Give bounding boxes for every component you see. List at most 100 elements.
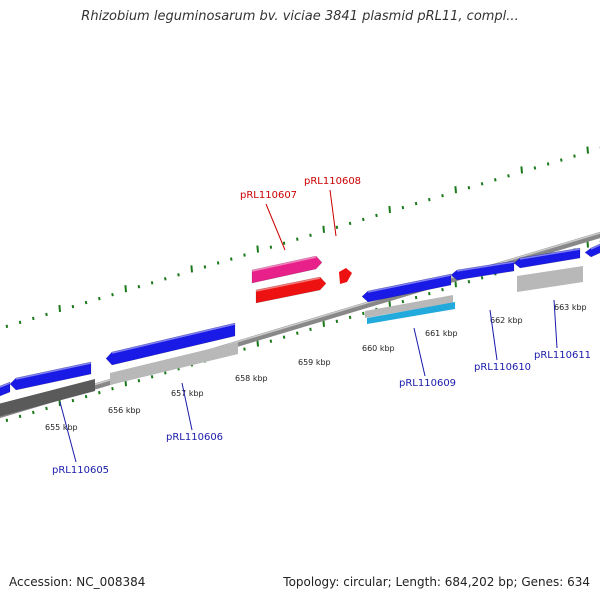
gene-label: pRL110610 bbox=[474, 362, 531, 373]
gene-arrow bbox=[9, 361, 92, 391]
outer-minor-tick bbox=[494, 178, 497, 182]
inner-minor-tick bbox=[71, 398, 75, 403]
gray-feature bbox=[110, 342, 238, 385]
outer-minor-tick bbox=[335, 225, 339, 230]
inner-minor-tick bbox=[150, 375, 154, 379]
gene-arrow bbox=[105, 322, 236, 366]
inner-minor-tick bbox=[32, 410, 35, 415]
outer-minor-tick bbox=[18, 320, 22, 325]
outer-minor-tick bbox=[150, 281, 154, 285]
outer-minor-tick bbox=[282, 241, 286, 245]
gene-arrow-shine bbox=[456, 261, 515, 272]
gene-label: pRL110611 bbox=[534, 350, 591, 361]
gene-arrow-red-small bbox=[339, 268, 352, 284]
gene-arrow-shine bbox=[0, 382, 11, 388]
accession-text: Accession: NC_008384 bbox=[9, 575, 146, 589]
outer-major-tick bbox=[586, 146, 589, 154]
outer-minor-tick bbox=[45, 312, 48, 317]
inner-minor-tick bbox=[309, 327, 312, 331]
outer-minor-tick bbox=[428, 197, 431, 202]
inner-minor-tick bbox=[401, 299, 405, 304]
inner-minor-tick bbox=[414, 295, 418, 300]
tick-label: 658 kbp bbox=[235, 374, 268, 383]
outer-minor-tick bbox=[269, 245, 273, 249]
outer-major-tick bbox=[520, 166, 523, 174]
outer-minor-tick bbox=[546, 162, 550, 166]
outer-minor-tick bbox=[401, 205, 405, 210]
outer-major-tick bbox=[256, 245, 259, 253]
outer-minor-tick bbox=[441, 193, 444, 198]
gene-arrow-shine bbox=[590, 244, 600, 250]
outer-minor-tick bbox=[84, 300, 88, 305]
outer-minor-tick bbox=[533, 166, 537, 170]
outer-minor-tick bbox=[164, 277, 167, 281]
gene-arrow-pink-shine bbox=[251, 256, 317, 272]
gene-labels: pRL110605 pRL110606 pRL110607 pRL110608 pRL1… bbox=[52, 176, 591, 476]
gene-arrow-shine bbox=[15, 362, 92, 380]
outer-major-tick bbox=[124, 285, 127, 293]
outer-minor-tick bbox=[203, 265, 207, 269]
tick-label: 657 kbp bbox=[171, 389, 204, 398]
gene-leader-line bbox=[489, 309, 498, 361]
outer-minor-tick bbox=[560, 158, 563, 162]
inner-minor-tick bbox=[164, 371, 167, 375]
outer-minor-tick bbox=[216, 261, 220, 265]
inner-minor-tick bbox=[441, 287, 444, 292]
inner-minor-tick bbox=[111, 386, 114, 391]
inner-minor-tick bbox=[282, 335, 286, 339]
gene-leader-line bbox=[181, 382, 193, 431]
gene-arrow bbox=[513, 247, 581, 269]
gene-label: pRL110606 bbox=[166, 432, 223, 443]
outer-minor-tick bbox=[243, 253, 246, 257]
outer-minor-tick bbox=[414, 201, 418, 206]
inner-minor-tick bbox=[5, 418, 9, 423]
genome-summary-text: Topology: circular; Length: 684,202 bp; … bbox=[283, 575, 590, 589]
outer-major-tick bbox=[322, 225, 325, 233]
gene-label: pRL110609 bbox=[399, 378, 456, 389]
gene-leader-line bbox=[553, 299, 558, 349]
ruler-tick-labels: 655 kbp 656 kbp 657 kbp 658 kbp 659 kbp 660 k… bbox=[45, 303, 587, 432]
inner-minor-tick bbox=[348, 315, 352, 320]
tick-label: 660 kbp bbox=[362, 344, 395, 353]
map-title: Rhizobium leguminosarum bv. viciae 3841 … bbox=[81, 9, 519, 24]
outer-minor-tick bbox=[375, 213, 378, 218]
gene-leader-line bbox=[59, 401, 77, 463]
inner-minor-tick bbox=[45, 406, 48, 411]
gene-arrow-pink bbox=[251, 255, 323, 284]
inner-minor-tick bbox=[480, 276, 484, 280]
inner-minor-tick bbox=[98, 390, 101, 395]
outer-minor-tick bbox=[71, 304, 75, 309]
outer-ruler-ticks bbox=[5, 146, 600, 329]
outer-major-tick bbox=[454, 186, 457, 194]
gray-feature bbox=[517, 266, 583, 292]
outer-minor-tick bbox=[137, 285, 141, 289]
gene-arrow bbox=[0, 381, 11, 397]
outer-major-tick bbox=[388, 205, 391, 214]
outer-minor-tick bbox=[230, 257, 233, 261]
feature-track bbox=[0, 243, 600, 417]
tick-label: 655 kbp bbox=[45, 423, 78, 432]
outer-minor-tick bbox=[296, 237, 299, 241]
gene-leader-line bbox=[329, 189, 337, 237]
outer-minor-tick bbox=[573, 154, 576, 158]
outer-minor-tick bbox=[32, 316, 35, 321]
gray-feature bbox=[365, 295, 453, 318]
inner-minor-tick bbox=[137, 379, 141, 383]
gene-label: pRL110607 bbox=[240, 190, 297, 201]
inner-minor-tick bbox=[362, 311, 365, 316]
tick-label: 659 kbp bbox=[298, 358, 331, 367]
inner-minor-tick bbox=[296, 331, 299, 335]
inner-minor-tick bbox=[467, 280, 471, 284]
inner-minor-tick bbox=[243, 347, 246, 351]
gene-arrow-shine bbox=[519, 248, 581, 260]
gene-arrow-red bbox=[255, 276, 327, 304]
outer-major-tick bbox=[58, 304, 61, 313]
outer-minor-tick bbox=[507, 174, 510, 178]
inner-minor-tick bbox=[18, 414, 22, 419]
outer-minor-tick bbox=[111, 292, 114, 297]
gene-label-leaders bbox=[59, 189, 558, 463]
outer-minor-tick bbox=[467, 186, 471, 190]
tick-label: 663 kbp bbox=[554, 303, 587, 312]
gene-leader-line bbox=[265, 203, 286, 251]
gene-arrow bbox=[584, 243, 600, 258]
